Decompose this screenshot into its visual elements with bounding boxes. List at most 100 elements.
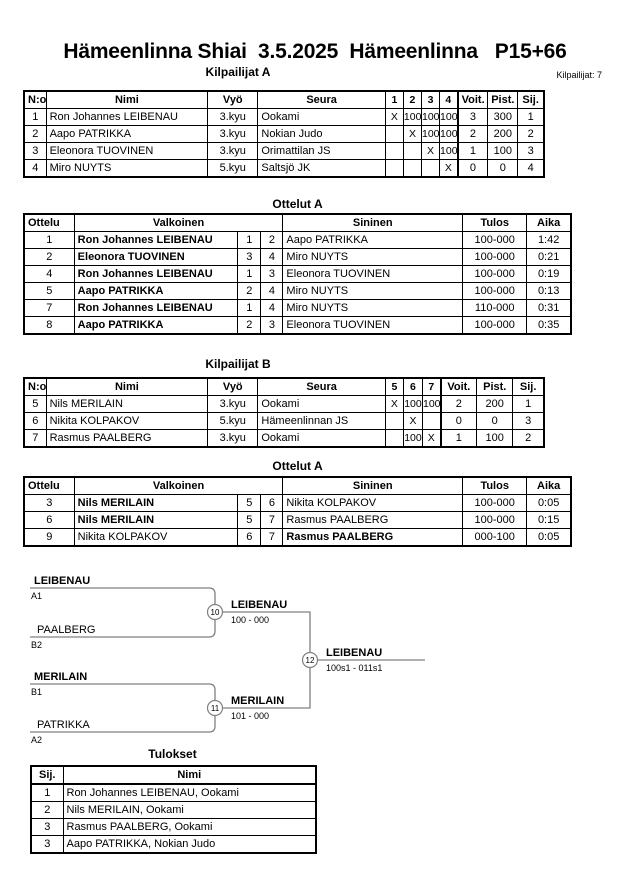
col-header-6: 6: [402, 377, 423, 396]
cell-r2: X: [402, 125, 422, 143]
cell-nimi: Aapo PATRIKKA, Nokian Judo: [62, 835, 317, 854]
cell-white-no: 1: [237, 265, 262, 283]
cell-tulos: 100-000: [462, 511, 528, 529]
cell-sij: 3: [517, 142, 545, 160]
col-header-pist: Pist.: [487, 90, 519, 109]
section-title-tulokset: Tulokset: [148, 747, 197, 761]
cell-blue-no: 7: [260, 511, 284, 529]
col-header-vyo: Vyö: [207, 377, 259, 396]
cell-nimi: Eleonora TUOVINEN: [45, 142, 209, 160]
cell-seura: Ookami: [257, 429, 386, 448]
cell-pist: 100: [487, 142, 519, 160]
col-header-ottelu: Ottelu: [23, 213, 75, 232]
cell-r4: 100: [439, 125, 459, 143]
cell-ottelu: 5: [23, 282, 75, 300]
cell-r3: 100: [420, 108, 441, 126]
cell-voit: 0: [439, 412, 478, 430]
cell-voit: 3: [456, 108, 489, 126]
col-header-aika: Aika: [526, 213, 572, 232]
cell-r1: [384, 159, 404, 178]
cell-nimi: Nils MERILAIN: [45, 395, 209, 413]
cell-pist: 0: [476, 412, 514, 430]
col-header-valkoinen: Valkoinen: [73, 476, 284, 495]
cell-seura: Ookami: [257, 108, 386, 126]
cell-sininen: Aapo PATRIKKA: [282, 231, 464, 249]
cell-ottelu: 9: [23, 528, 75, 547]
cell-blue-no: 6: [260, 494, 284, 512]
col-header-voit: Voit.: [439, 377, 478, 396]
cell-blue-no: 4: [260, 282, 284, 300]
cell-tulos: 100-000: [462, 316, 528, 335]
cell-tulos: 100-000: [462, 494, 528, 512]
bracket-winner-name: MERILAIN: [231, 695, 284, 707]
table-row: 4 Ron Johannes LEIBENAU 1 3 Eleonora TUO…: [23, 265, 572, 283]
bracket-seed-name: LEIBENAU: [34, 575, 90, 587]
cell-tulos: 100-000: [462, 248, 528, 266]
cell-seura: Orimattilan JS: [257, 142, 386, 160]
cell-valkoinen: Ron Johannes LEIBENAU: [73, 231, 239, 249]
bracket-match-nodes: 10 11 12: [206, 603, 319, 717]
cell-r6: X: [402, 412, 423, 430]
cell-sij: 1: [30, 783, 64, 802]
cell-valkoinen: Ron Johannes LEIBENAU: [73, 299, 239, 317]
cell-voit: 2: [439, 395, 478, 413]
cell-sij: 2: [30, 801, 64, 819]
cell-voit: 1: [439, 429, 478, 448]
col-header-valkoinen: Valkoinen: [73, 213, 284, 232]
cell-r4: X: [439, 159, 459, 178]
cell-aika: 0:05: [526, 494, 572, 512]
col-header-sij: Sij.: [512, 377, 545, 396]
cell-white-no: 2: [237, 282, 262, 300]
cell-vyo: 5.kyu: [207, 412, 259, 430]
cell-ottelu: 8: [23, 316, 75, 335]
cell-tulos: 110-000: [462, 299, 528, 317]
cell-white-no: 6: [237, 528, 262, 547]
col-header-seura: Seura: [257, 90, 386, 109]
cell-pist: 200: [487, 125, 519, 143]
col-header-nimi: Nimi: [45, 90, 209, 109]
page-title: Hämeenlinna Shiai 3.5.2025 Hämeenlinna P…: [63, 40, 567, 63]
col-header-3: 3: [420, 90, 441, 109]
bracket-seed-name: PAALBERG: [37, 624, 96, 636]
cell-aika: 0:05: [526, 528, 572, 547]
cell-nimi: Nils MERILAIN, Ookami: [62, 801, 317, 819]
cell-blue-no: 4: [260, 299, 284, 317]
cell-valkoinen: Ron Johannes LEIBENAU: [73, 265, 239, 283]
cell-r4: 100: [439, 142, 459, 160]
match-node-circle: [206, 699, 224, 717]
cell-sininen: Rasmus PAALBERG: [282, 528, 464, 547]
cell-white-no: 5: [237, 511, 262, 529]
cell-aika: 0:35: [526, 316, 572, 335]
cell-vyo: 3.kyu: [207, 395, 259, 413]
col-header-7: 7: [421, 377, 442, 396]
section-title-ottelut-a: Ottelut A: [272, 197, 323, 211]
match-number: 10: [211, 608, 220, 617]
cell-aika: 0:31: [526, 299, 572, 317]
table-row: 7 Rasmus PAALBERG 3.kyu Ookami 100 X 1 1…: [23, 429, 545, 448]
table-ottelut-b: Ottelu Valkoinen Sininen Tulos Aika 3 Ni…: [23, 476, 572, 547]
cell-sij: 2: [517, 125, 545, 143]
bracket-seed-name: PATRIKKA: [37, 719, 90, 731]
col-header-seura: Seura: [257, 377, 386, 396]
col-header-2: 2: [402, 90, 422, 109]
bracket-winner-name: LEIBENAU: [326, 647, 382, 659]
col-header-ottelu: Ottelu: [23, 476, 75, 495]
cell-seura: Ookami: [257, 395, 386, 413]
cell-voit: 2: [456, 125, 489, 143]
cell-nimi: Nikita KOLPAKOV: [45, 412, 209, 430]
col-header-sininen: Sininen: [282, 213, 464, 232]
cell-r1: X: [384, 108, 404, 126]
bracket-score: 101 - 000: [231, 711, 269, 721]
cell-white-no: 2: [237, 316, 262, 335]
cell-no: 1: [23, 108, 47, 126]
col-header-sininen: Sininen: [282, 476, 464, 495]
bracket-seed-label: A1: [31, 591, 42, 601]
cell-r1: [384, 142, 404, 160]
cell-sij: 2: [512, 429, 545, 448]
cell-r1: [384, 125, 404, 143]
cell-tulos: 100-000: [462, 265, 528, 283]
cell-r5: [384, 412, 404, 430]
col-header-4: 4: [439, 90, 459, 109]
bracket-line-winner-10: [215, 611, 311, 660]
cell-seura: Nokian Judo: [257, 125, 386, 143]
